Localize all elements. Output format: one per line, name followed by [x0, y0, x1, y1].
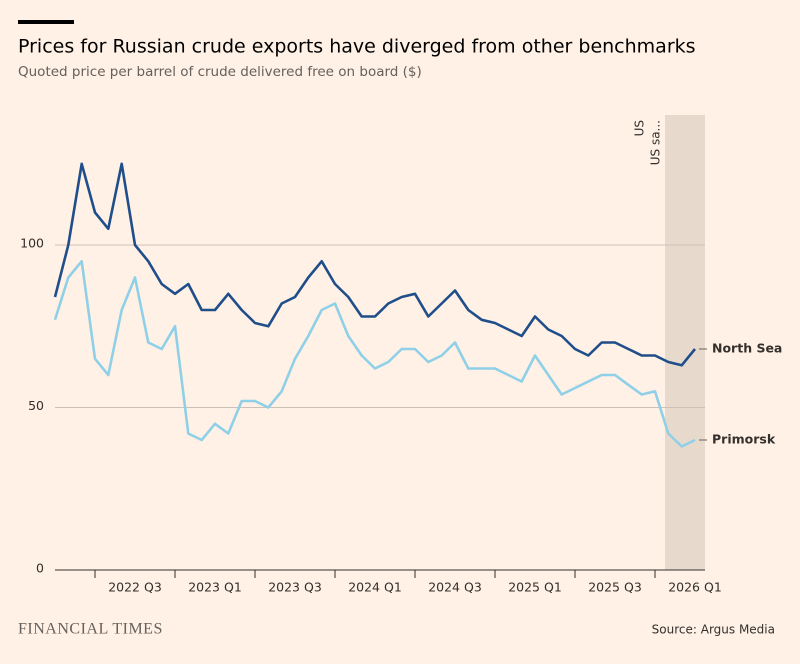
brand: FINANCIAL TIMES: [18, 621, 163, 638]
series-line: [53, 260, 696, 448]
series-label: Primorsk: [712, 432, 776, 447]
sanctions-shade: [665, 115, 705, 570]
y-tick-label: 50: [28, 398, 44, 413]
chart-subtitle: Quoted price per barrel of crude deliver…: [18, 64, 422, 80]
annotation: US: [633, 120, 647, 136]
annotation: US sa...: [649, 120, 663, 165]
x-tick-label: 2023 Q1: [188, 580, 242, 595]
y-tick-label: 0: [36, 561, 44, 576]
y-tick-label: 100: [20, 236, 44, 251]
brand-bar: [18, 20, 74, 24]
x-tick-label: 2024 Q3: [428, 580, 482, 595]
series-label: North Sea: [712, 341, 782, 356]
source: Source: Argus Media: [652, 623, 775, 637]
x-tick-label: 2024 Q1: [348, 580, 402, 595]
series-line: [53, 162, 697, 367]
x-tick-label: 2025 Q3: [588, 580, 642, 595]
chart-title: Prices for Russian crude exports have di…: [18, 36, 696, 58]
x-tick-label: 2026 Q1: [668, 580, 722, 595]
x-tick-label: 2022 Q3: [108, 580, 162, 595]
x-tick-label: 2025 Q1: [508, 580, 562, 595]
x-tick-label: 2023 Q3: [268, 580, 322, 595]
